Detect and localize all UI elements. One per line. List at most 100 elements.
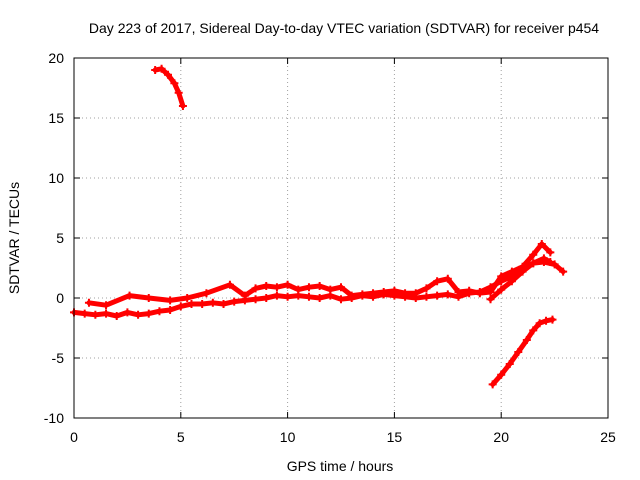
data-point: [497, 272, 506, 281]
data-point: [183, 294, 192, 302]
data-point: [548, 315, 557, 324]
data-point: [542, 316, 551, 325]
data-point: [454, 288, 463, 296]
y-axis-label: SDTVAR / TECUs: [6, 182, 22, 294]
data-point: [134, 310, 143, 319]
data-point: [347, 291, 356, 300]
y-tick-label: 10: [48, 170, 64, 186]
data-point: [163, 70, 172, 79]
data-point: [514, 348, 523, 356]
data-point: [529, 326, 538, 335]
data-point: [240, 291, 249, 300]
data-point: [166, 296, 175, 305]
x-tick-label: 20: [493, 429, 509, 445]
data-point: [304, 283, 313, 292]
data-point: [443, 290, 452, 299]
x-tick-label: 25: [600, 429, 616, 445]
data-point: [294, 285, 303, 294]
data-point: [144, 309, 153, 318]
data-point: [369, 289, 378, 298]
y-tick-label: 5: [56, 230, 64, 246]
data-point: [198, 300, 207, 308]
data-point: [401, 289, 410, 298]
data-point: [304, 292, 313, 301]
data-point: [283, 280, 292, 289]
data-point: [251, 295, 260, 304]
data-point: [84, 298, 93, 307]
data-point: [529, 250, 538, 259]
x-tick-label: 5: [177, 429, 185, 445]
data-point: [166, 306, 175, 314]
data-point: [518, 267, 527, 276]
data-point: [202, 289, 211, 298]
data-point: [522, 336, 531, 344]
data-point: [337, 283, 345, 292]
data-point: [315, 282, 324, 290]
data-point: [337, 295, 345, 304]
x-tick-label: 0: [70, 429, 78, 445]
data-point: [529, 259, 538, 268]
data-point: [170, 79, 179, 88]
data-point: [230, 297, 239, 306]
y-tick-label: 15: [48, 110, 64, 126]
data-point: [537, 240, 546, 248]
series-lower-branch: [488, 315, 557, 389]
data-point: [433, 291, 442, 300]
data-point: [546, 248, 555, 257]
chart-title: Day 223 of 2017, Sidereal Day-to-day VTE…: [89, 20, 599, 36]
data-point: [80, 309, 89, 318]
data-point: [102, 301, 111, 310]
data-point: [272, 283, 281, 292]
data-point: [559, 267, 568, 276]
data-point: [157, 64, 166, 73]
data-point: [422, 292, 431, 301]
data-point: [475, 289, 484, 298]
y-tick-label: -10: [44, 410, 64, 426]
data-point: [91, 310, 100, 319]
data-point: [176, 302, 185, 311]
data-point: [358, 290, 367, 299]
data-point: [422, 284, 431, 293]
data-point: [187, 300, 196, 308]
data-point: [272, 291, 281, 300]
data-point: [112, 312, 121, 320]
data-point: [283, 292, 292, 301]
data-point: [208, 298, 217, 307]
data-point: [546, 258, 555, 266]
data-point: [219, 300, 228, 308]
data-point: [326, 285, 335, 294]
data-point: [251, 284, 260, 293]
data-point: [262, 282, 271, 290]
x-tick-label: 15: [387, 429, 403, 445]
data-point: [539, 254, 548, 263]
data-point: [488, 380, 497, 389]
data-point: [465, 286, 474, 295]
data-point: [123, 308, 132, 317]
data-point: [507, 277, 516, 286]
data-point: [174, 88, 183, 97]
data-point: [102, 309, 111, 318]
data-point: [535, 319, 544, 328]
series-early-high: [151, 64, 187, 110]
grid: [74, 58, 608, 418]
data-layer: [70, 64, 568, 389]
data-point: [433, 277, 442, 286]
data-point: [497, 285, 506, 294]
x-tick-label: 10: [280, 429, 296, 445]
data-point: [411, 289, 420, 298]
data-point: [225, 280, 234, 289]
series-rising-arc: [486, 254, 555, 304]
y-tick-label: 20: [48, 50, 64, 66]
axis-ticks: [73, 57, 609, 419]
data-point: [507, 267, 516, 276]
data-point: [486, 288, 495, 296]
data-point: [144, 294, 153, 302]
x-axis-label: GPS time / hours: [287, 458, 394, 474]
data-point: [151, 66, 160, 74]
data-point: [505, 360, 514, 368]
y-tick-label: -5: [52, 350, 65, 366]
data-point: [178, 102, 187, 110]
data-point: [125, 291, 134, 300]
data-point: [550, 260, 559, 269]
